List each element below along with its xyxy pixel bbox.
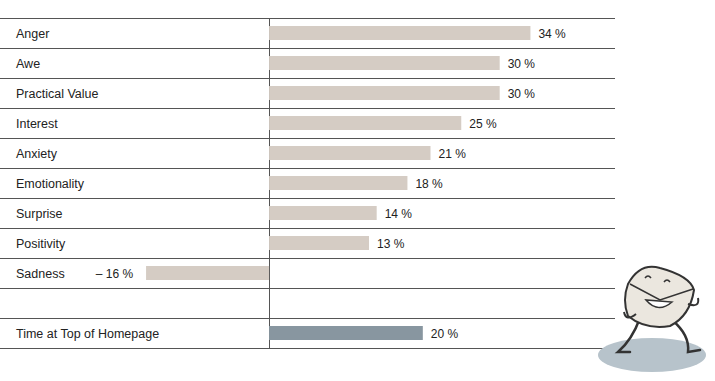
row-separator <box>0 198 615 199</box>
bar <box>269 146 430 160</box>
bar <box>269 26 530 40</box>
category-label: Practical Value <box>16 87 98 101</box>
category-label: Anxiety <box>16 147 58 161</box>
row-separator <box>0 288 615 289</box>
mascot-flap <box>630 284 693 300</box>
chart-container: Anger Awe Practical Value Interest Anxiety Em… <box>0 0 715 381</box>
mascot-mouth <box>646 300 672 308</box>
mascot-shadow <box>598 338 706 372</box>
bar <box>146 266 269 280</box>
data-label: 30 % <box>508 87 536 101</box>
row-separator <box>0 18 615 19</box>
category-label: Time at Top of Homepage <box>16 327 159 341</box>
bar <box>269 176 407 190</box>
row-separator <box>0 168 615 169</box>
mascot-leg <box>618 318 640 352</box>
category-label: Emotionality <box>16 177 85 191</box>
category-label: Surprise <box>16 207 63 221</box>
bar <box>269 236 369 250</box>
row-separator <box>0 318 615 319</box>
mascot-arm <box>624 312 636 318</box>
bar <box>269 56 500 70</box>
data-label: 34 % <box>538 27 566 41</box>
mascot-arm <box>688 298 698 305</box>
mascot-eye <box>645 276 651 278</box>
data-label: 25 % <box>469 117 497 131</box>
row-separator <box>0 48 615 49</box>
data-label: 20 % <box>431 327 459 341</box>
category-label: Anger <box>16 27 49 41</box>
category-label: Interest <box>16 117 58 131</box>
mascot-eye <box>664 280 670 282</box>
data-label: 21 % <box>439 147 467 161</box>
data-label: 14 % <box>385 207 413 221</box>
row-separator <box>0 228 615 229</box>
chart-svg: Anger Awe Practical Value Interest Anxiety Em… <box>0 0 715 381</box>
bar <box>269 86 500 100</box>
data-label: 13 % <box>377 237 405 251</box>
row-separator <box>0 138 615 139</box>
category-label: Sadness <box>16 267 65 281</box>
row-separator <box>0 78 615 79</box>
mascot-leg <box>672 320 700 352</box>
row-separator <box>0 258 615 259</box>
data-label: – 16 % <box>96 267 134 281</box>
bar <box>269 206 377 220</box>
bars <box>146 26 530 340</box>
data-label: 18 % <box>415 177 443 191</box>
mascot-body <box>625 267 694 327</box>
bar <box>269 116 461 130</box>
row-separator <box>0 108 615 109</box>
mascot <box>598 267 706 372</box>
bar <box>269 326 423 340</box>
category-label: Positivity <box>16 237 66 251</box>
category-label: Awe <box>16 57 40 71</box>
axis-line <box>0 348 615 349</box>
data-label: 30 % <box>508 57 536 71</box>
